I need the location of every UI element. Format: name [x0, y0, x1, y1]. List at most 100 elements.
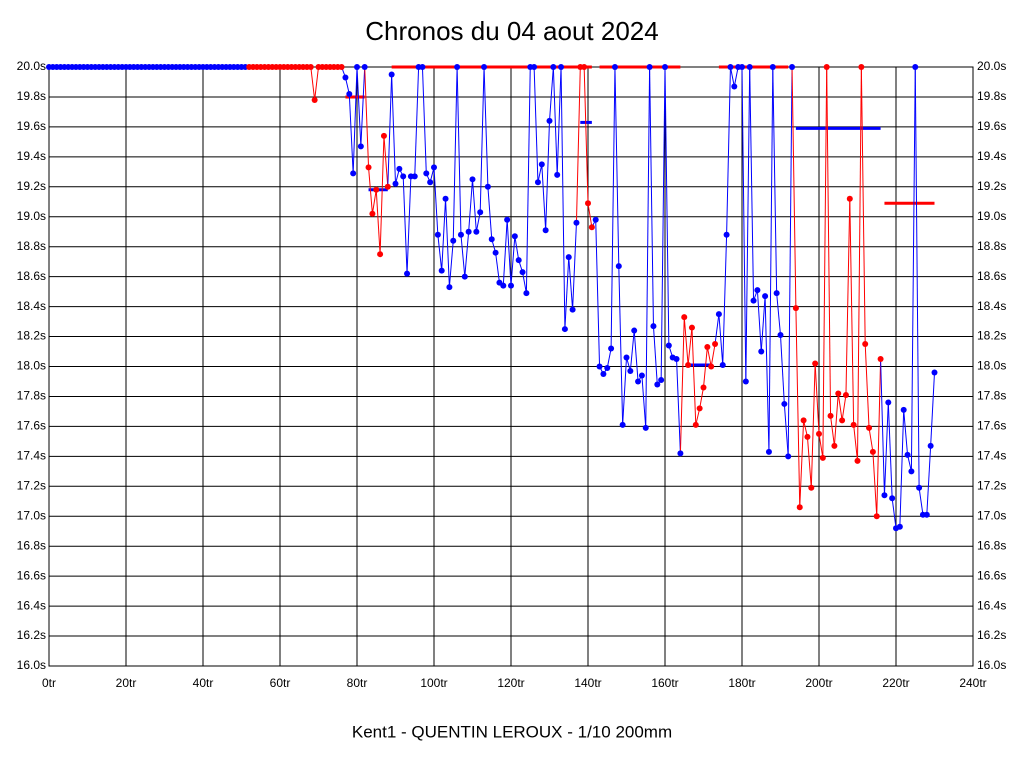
data-point — [858, 64, 865, 70]
x-tick-label: 140tr — [574, 676, 601, 690]
x-tick-label: 0tr — [42, 676, 56, 690]
y-tick-label: 19.0s — [17, 209, 46, 223]
series-line — [806, 436, 812, 488]
data-point — [869, 448, 876, 455]
data-point — [346, 90, 353, 97]
data-point — [700, 384, 707, 391]
data-point — [785, 453, 792, 460]
series-line — [660, 66, 666, 380]
x-tick-label: 220tr — [882, 676, 909, 690]
data-point — [866, 424, 873, 431]
y2-tick-label: 16.4s — [977, 598, 1006, 612]
data-point — [411, 173, 418, 180]
data-point — [873, 513, 880, 520]
data-point — [357, 143, 364, 150]
data-point — [708, 363, 715, 370]
data-point — [789, 64, 796, 70]
series-line — [610, 66, 616, 349]
series-line — [441, 198, 447, 271]
data-point — [561, 326, 568, 333]
data-point — [573, 219, 580, 226]
data-point — [477, 209, 484, 216]
data-point — [688, 324, 695, 331]
y2-tick-label: 16.0s — [977, 658, 1006, 672]
data-point — [908, 468, 915, 475]
x-tick-label: 80tr — [347, 676, 368, 690]
series-line — [348, 93, 354, 174]
series-line — [641, 375, 647, 428]
data-point — [916, 484, 923, 491]
series-line — [464, 231, 470, 277]
series-line — [930, 372, 935, 446]
data-point — [546, 117, 553, 124]
y2-tick-label: 19.0s — [977, 209, 1006, 223]
series-line — [768, 66, 774, 452]
series-line — [456, 66, 462, 235]
series-line — [460, 234, 466, 277]
data-point — [588, 224, 595, 231]
series-line — [360, 66, 366, 147]
y2-tick-label: 17.6s — [977, 419, 1006, 433]
y-tick-label: 19.8s — [17, 89, 46, 103]
series-line — [872, 451, 878, 517]
series-line — [880, 358, 885, 496]
y-tick-label: 17.4s — [17, 449, 46, 463]
series-line — [633, 330, 639, 382]
series-line — [560, 66, 566, 330]
data-point — [685, 362, 692, 369]
y-tick-label: 20.0s — [17, 59, 46, 73]
data-point — [635, 378, 642, 385]
data-point — [438, 267, 445, 274]
data-point — [804, 433, 811, 440]
series-line — [448, 240, 454, 288]
series-line — [583, 66, 589, 204]
x-tick-label: 200tr — [805, 676, 832, 690]
data-point — [627, 367, 634, 374]
data-point — [377, 251, 384, 258]
y-tick-label: 19.2s — [17, 179, 46, 193]
y-tick-label: 19.6s — [17, 119, 46, 133]
data-point — [396, 165, 403, 172]
series-line — [883, 402, 889, 496]
series-line — [868, 427, 874, 452]
data-point — [534, 179, 541, 186]
x-tick-label: 180tr — [728, 676, 755, 690]
data-point — [454, 64, 461, 70]
data-point — [434, 231, 441, 238]
data-point — [392, 180, 399, 187]
data-point — [565, 254, 572, 261]
series-line — [606, 348, 612, 369]
data-point — [808, 484, 815, 491]
data-point — [404, 270, 411, 277]
data-point — [457, 231, 464, 238]
series-line — [406, 176, 412, 274]
y-tick-label: 16.4s — [17, 598, 46, 612]
series-line — [918, 487, 924, 515]
series-line — [853, 424, 858, 461]
data-point — [715, 311, 722, 318]
data-point — [931, 369, 938, 376]
data-point — [511, 233, 518, 240]
series-line — [445, 198, 450, 288]
series-line — [387, 74, 393, 187]
series-line — [876, 359, 882, 517]
series-line — [718, 314, 724, 366]
x-tick-label: 120tr — [497, 676, 524, 690]
series-line — [475, 212, 481, 232]
data-point — [600, 370, 607, 377]
data-point — [835, 390, 842, 397]
y-tick-label: 19.4s — [17, 149, 46, 163]
data-point — [742, 378, 749, 385]
series-line — [556, 66, 562, 175]
series-line — [764, 296, 770, 452]
series-line — [703, 346, 708, 388]
data-point — [723, 231, 730, 238]
x-tick-label: 20tr — [116, 676, 137, 690]
data-point — [681, 314, 688, 321]
series-line — [783, 403, 789, 457]
series-line — [649, 66, 654, 327]
data-point — [842, 391, 849, 398]
y-tick-label: 18.2s — [17, 329, 46, 343]
data-point — [427, 179, 434, 186]
